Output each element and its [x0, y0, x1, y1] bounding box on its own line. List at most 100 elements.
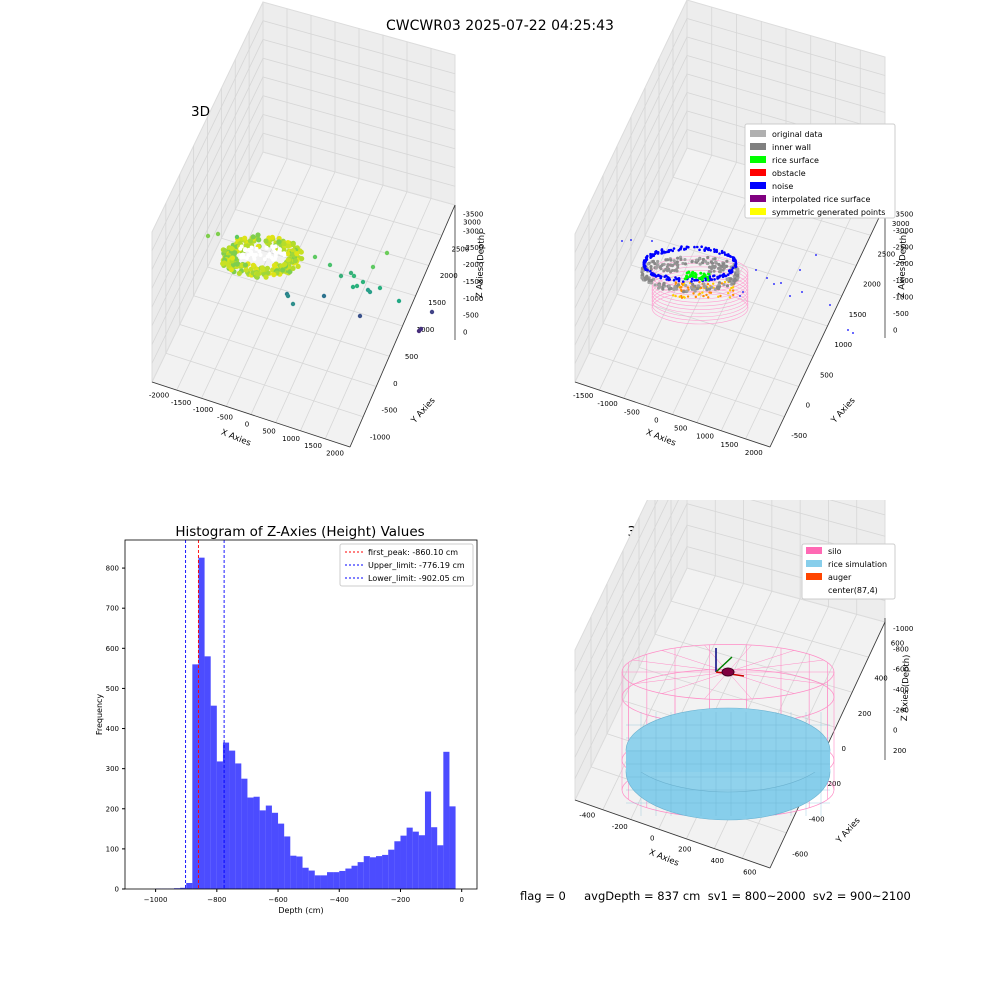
legend-label: inner wall — [772, 143, 811, 152]
simulation-3d-plot: -400 -200 0 200 400 600 -600 -400 -200 0 200 400 600… — [574, 500, 913, 876]
y-tick-label: -200 — [825, 780, 841, 788]
legend-label: silo — [828, 547, 842, 556]
z-tick-label: -3000 — [463, 227, 483, 235]
wall-point — [705, 261, 709, 266]
wall-point — [719, 267, 723, 271]
wall-point — [679, 257, 683, 262]
y-tick-label: 3000 — [892, 220, 910, 228]
grid-line — [670, 600, 869, 658]
y-tick-label: 1000 — [834, 341, 852, 349]
legend-label: rice surface — [772, 156, 819, 165]
wall-point — [685, 289, 689, 293]
simulation-legend: silo rice simulation auger center(87,4) — [801, 543, 896, 600]
y-axis-label: Y Axies — [834, 815, 863, 846]
raw-point — [357, 313, 363, 319]
wall-point — [674, 268, 678, 272]
interpolated-wire — [651, 284, 749, 318]
raw-point — [295, 263, 301, 270]
z-tick-label: -400 — [893, 686, 909, 694]
noise-point — [718, 252, 721, 255]
histogram-bar — [229, 750, 236, 889]
silo-wire — [727, 671, 824, 685]
noise-point — [731, 266, 735, 270]
rice-point — [692, 274, 696, 278]
symmetric-point — [671, 294, 675, 297]
wall-point — [670, 264, 674, 268]
wall-point — [657, 283, 661, 287]
noise-point — [642, 260, 646, 264]
raw-point — [257, 249, 262, 254]
raw-point — [285, 251, 291, 257]
rice-point — [685, 275, 689, 279]
raw-point — [365, 287, 371, 293]
wall-point — [702, 282, 706, 286]
wall-point — [669, 270, 673, 274]
histogram-bar — [259, 810, 266, 889]
histogram-title: Histogram of Z-Axies (Height) Values — [175, 524, 425, 540]
wall-point — [676, 265, 680, 269]
histogram-bar — [437, 845, 444, 889]
figure-title: CWCWR03 2025-07-22 04:25:43 — [386, 18, 614, 34]
raw-point — [269, 255, 274, 260]
wall-point — [664, 258, 668, 262]
rice-point — [685, 271, 689, 275]
wall-point — [692, 287, 696, 291]
wall-point — [713, 287, 717, 291]
wall-point — [700, 261, 705, 265]
symmetric-point — [731, 293, 735, 297]
noise-point — [693, 245, 696, 249]
histogram-bar — [357, 862, 364, 889]
wall-point — [683, 257, 687, 262]
wall-point — [667, 287, 671, 291]
rice-point — [706, 278, 710, 282]
x-tick-label: −400 — [330, 896, 349, 904]
y-tick-label: 3000 — [463, 218, 481, 226]
raw-point — [267, 252, 272, 257]
x-tick-label: −1000 — [144, 896, 168, 904]
symmetric-point — [731, 286, 735, 289]
raw-point — [255, 271, 261, 277]
x-tick-label: 500 — [674, 425, 687, 433]
wall-point — [640, 275, 644, 280]
raw-point — [354, 283, 360, 289]
histogram-bar — [320, 875, 328, 889]
center-axis-y — [715, 656, 733, 673]
noise-point — [723, 253, 727, 256]
wall-point — [725, 277, 729, 281]
grid-line — [151, 20, 456, 251]
grid-line — [696, 183, 812, 423]
y-tick-label: -500 — [382, 407, 398, 415]
silo-wire — [704, 671, 729, 700]
raw-point — [242, 235, 248, 241]
rice-point — [702, 275, 706, 279]
noise-point — [704, 278, 708, 282]
raw-point — [215, 231, 221, 237]
y-tick-label: 2000 — [440, 272, 458, 280]
y-tick-label: 600 — [106, 645, 119, 653]
legend-swatch — [806, 586, 822, 593]
raw-point — [242, 262, 249, 268]
histogram-bar — [400, 835, 407, 889]
simulation-scene — [621, 644, 835, 821]
y-tick-label: -400 — [809, 815, 825, 823]
noise-point — [684, 247, 688, 251]
classify-legend: original data inner wall rice surface obsta… — [744, 123, 896, 219]
noise-point — [727, 253, 730, 256]
grid-line — [221, 237, 416, 297]
histogram-bar — [284, 836, 291, 889]
wall-point — [733, 278, 737, 282]
wall-point — [722, 283, 726, 287]
wall-point — [660, 263, 664, 267]
wall-point — [689, 285, 693, 289]
wall-point — [683, 262, 688, 266]
silo-wire — [632, 659, 729, 673]
noise-point — [690, 277, 694, 281]
histogram-bar — [173, 888, 181, 889]
histogram-bar — [271, 812, 279, 889]
grid-line — [574, 55, 886, 290]
classify-3d-plot: -1500 -1000 -500 0 500 1000 1500 2000 -500 0 500 10… — [573, 0, 913, 457]
wall-point — [684, 283, 688, 288]
grid-line — [151, 132, 456, 364]
raw-point — [285, 243, 291, 249]
silo-wire — [727, 671, 752, 700]
